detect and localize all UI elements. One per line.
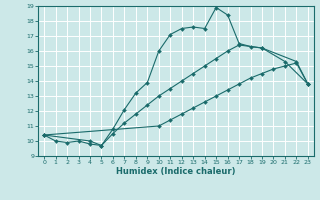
X-axis label: Humidex (Indice chaleur): Humidex (Indice chaleur) <box>116 167 236 176</box>
